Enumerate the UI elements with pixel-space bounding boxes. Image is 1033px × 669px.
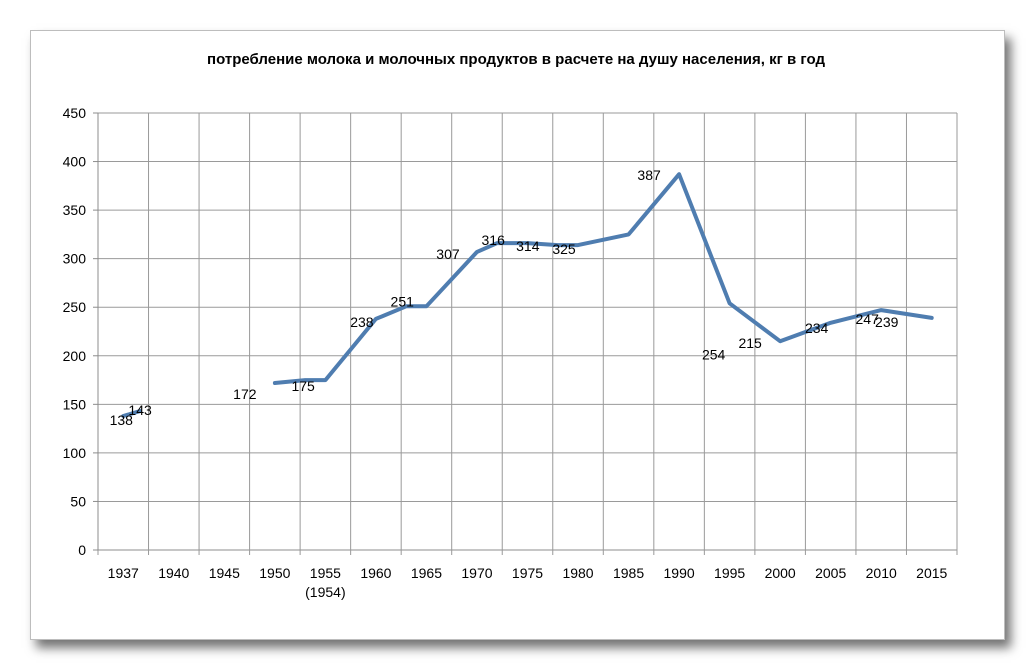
y-axis: 0 50 100 150 200 250 300 350 400 450 xyxy=(63,105,99,558)
x-tick-label: 1950 xyxy=(259,565,290,581)
x-tick-label: 1940 xyxy=(158,565,189,581)
x-tick-label: 1985 xyxy=(613,565,644,581)
data-label: 387 xyxy=(637,167,661,183)
y-tick-label: 250 xyxy=(63,299,87,315)
y-tick-label: 50 xyxy=(70,493,86,509)
data-label: 143 xyxy=(128,402,152,418)
x-tick-label: 1980 xyxy=(562,565,593,581)
data-label: 215 xyxy=(738,335,762,351)
chart-title: потребление молока и молочных продуктов … xyxy=(207,51,825,68)
x-tick-label: 1965 xyxy=(411,565,442,581)
x-tick-label: 1990 xyxy=(664,565,695,581)
data-label: 251 xyxy=(391,293,415,309)
y-tick-label: 150 xyxy=(63,396,87,412)
data-label: 172 xyxy=(233,386,257,402)
x-tick-label: 1945 xyxy=(209,565,240,581)
x-tick-label: (1954) xyxy=(305,584,345,600)
series-line xyxy=(121,172,934,418)
grid xyxy=(97,112,958,555)
series-segment xyxy=(121,409,143,418)
chart-frame xyxy=(30,30,1005,640)
y-tick-label: 100 xyxy=(63,445,87,461)
data-label: 314 xyxy=(516,238,540,254)
data-label: 234 xyxy=(805,320,829,336)
y-tick-label: 300 xyxy=(63,251,87,267)
data-label: 254 xyxy=(702,346,726,362)
y-tick-label: 0 xyxy=(78,542,86,558)
y-tick-label: 400 xyxy=(63,154,87,170)
data-label: 307 xyxy=(436,246,460,262)
x-tick-label: 1955 xyxy=(310,565,341,581)
x-tick-label: 2000 xyxy=(765,565,796,581)
x-tick-label: 1970 xyxy=(461,565,492,581)
x-tick-label: 1975 xyxy=(512,565,543,581)
x-tick-label: 2015 xyxy=(916,565,947,581)
x-tick-label: 1995 xyxy=(714,565,745,581)
data-label: 239 xyxy=(875,314,899,330)
x-tick-label: 1937 xyxy=(108,565,139,581)
data-label: 238 xyxy=(350,314,374,330)
data-label: 247 xyxy=(856,311,880,327)
y-tick-label: 450 xyxy=(63,105,87,121)
data-label: 138 xyxy=(110,412,134,428)
series-segment xyxy=(272,172,934,385)
data-label: 316 xyxy=(482,232,506,248)
y-tick-label: 350 xyxy=(63,202,87,218)
x-tick-label: 1960 xyxy=(360,565,391,581)
y-tick-label: 200 xyxy=(63,348,87,364)
x-axis: 1937 1940 1945 1950 1955 (1954) 1960 1965 1970 19… xyxy=(108,565,948,600)
data-label: 325 xyxy=(552,241,576,257)
data-label: 175 xyxy=(291,378,315,394)
x-tick-label: 2005 xyxy=(815,565,846,581)
x-tick-label: 2010 xyxy=(866,565,897,581)
